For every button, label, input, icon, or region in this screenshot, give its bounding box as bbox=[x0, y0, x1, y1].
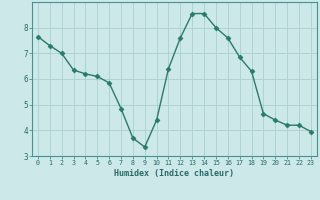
X-axis label: Humidex (Indice chaleur): Humidex (Indice chaleur) bbox=[115, 169, 234, 178]
